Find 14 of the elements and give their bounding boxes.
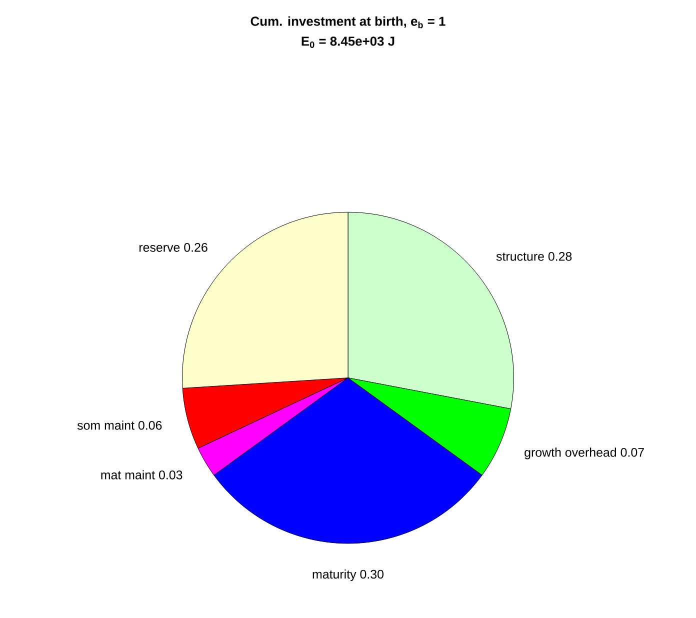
slice-label: growth overhead — [524, 448, 616, 460]
data-label: 0.28 — [548, 252, 572, 261]
slice-label: structure — [496, 252, 544, 261]
data-label: 0.06 — [138, 420, 162, 430]
data-label: 0.07 — [620, 448, 644, 457]
chart-title: Cum. investment at birth, e$_{b}$ = 1 — [250, 16, 446, 28]
chart-subtitle: E$_{0}$ = 8.45e+03 J — [302, 36, 394, 48]
slice-label: reserve — [139, 245, 180, 252]
data-label: 0.26 — [184, 243, 208, 252]
data-label: 0.30 — [360, 570, 384, 579]
data-label: 0.03 — [159, 470, 182, 480]
slice-label: som maint — [77, 420, 134, 430]
slice-label: maturity — [312, 569, 356, 582]
slice-label: mat maint — [101, 470, 155, 480]
